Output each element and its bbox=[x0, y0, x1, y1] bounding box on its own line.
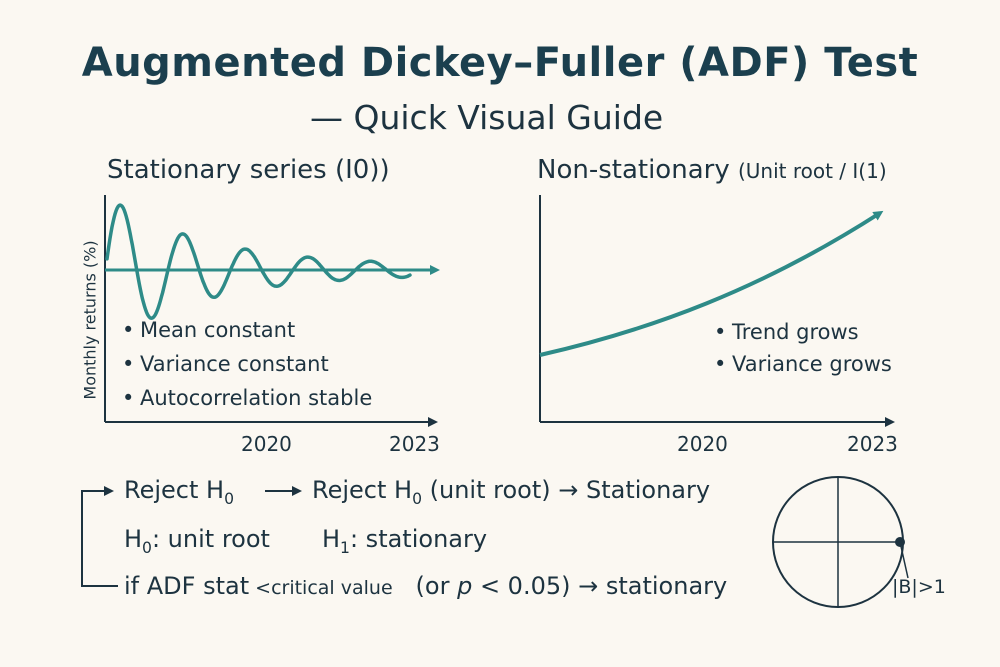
left-panel-title: Stationary series (I0)) bbox=[107, 155, 390, 185]
right-tick-2023: 2023 bbox=[847, 432, 898, 456]
flow-bracket-arrow bbox=[81, 486, 118, 587]
right-tick-2020: 2020 bbox=[677, 432, 728, 456]
null-hypothesis: H0: unit root bbox=[124, 525, 270, 557]
reject-h0-label: Reject H0 bbox=[124, 476, 234, 508]
page-title: Augmented Dickey–Fuller (ADF) Test bbox=[81, 40, 919, 86]
left-tick-2020: 2020 bbox=[241, 432, 292, 456]
unit-root-pointer bbox=[899, 541, 909, 579]
right-bullet-2: • Variance grows bbox=[714, 352, 892, 376]
left-tick-2023: 2023 bbox=[389, 432, 440, 456]
left-bullet-1: • Mean constant bbox=[122, 318, 296, 342]
left-bullet-2: • Variance constant bbox=[122, 352, 329, 376]
page-subtitle: — Quick Visual Guide bbox=[310, 98, 664, 137]
unit-circle-label: |B|>1 bbox=[892, 576, 946, 598]
left-bullet-3: • Autocorrelation stable bbox=[122, 386, 373, 410]
left-y-axis-label: Monthly returns (%) bbox=[80, 240, 100, 400]
nonstationary-trend-line bbox=[539, 210, 884, 357]
decision-rule: if ADF stat <critical value (or p < 0.05… bbox=[124, 572, 728, 600]
stationary-series-line bbox=[105, 203, 412, 320]
reject-h0-conclusion: Reject H0 (unit root) → Stationary bbox=[312, 476, 711, 508]
right-panel-title: Non-stationary (Unit root / I(1) bbox=[537, 155, 887, 185]
right-bullet-1: • Trend grows bbox=[714, 320, 859, 344]
alt-hypothesis: H1: stationary bbox=[322, 525, 488, 557]
